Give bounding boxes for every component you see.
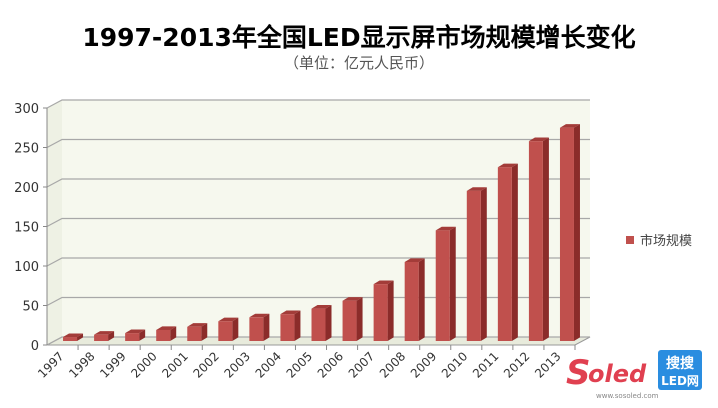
bar-side xyxy=(542,137,549,341)
x-tick-label: 2006 xyxy=(315,349,346,380)
gridline xyxy=(46,217,590,228)
bar-side xyxy=(77,333,84,341)
bar-side xyxy=(232,317,239,341)
bar xyxy=(435,230,450,341)
y-tick-label: 300 xyxy=(14,102,39,117)
bar-top xyxy=(249,313,270,318)
bar-side xyxy=(325,305,332,341)
x-tick-label: 1997 xyxy=(35,349,66,380)
bar-top xyxy=(559,124,580,128)
bar-top xyxy=(94,331,115,335)
bar-top xyxy=(187,323,208,327)
y-tick-label: 150 xyxy=(14,221,39,236)
bar xyxy=(249,317,264,341)
bar xyxy=(311,308,326,341)
bar-side xyxy=(418,258,425,341)
svg-text:S: S xyxy=(566,353,591,393)
x-tick-label: 2007 xyxy=(346,349,377,380)
bar-top xyxy=(404,258,425,262)
bar xyxy=(156,329,171,341)
bar-side xyxy=(294,310,301,341)
soled-logo: S oled 搜搜 LED网 www.sosoled.com xyxy=(566,346,716,404)
x-tick-label: 2011 xyxy=(470,349,501,380)
bar xyxy=(404,262,419,341)
bar-top xyxy=(280,310,301,315)
x-tick-label: 2003 xyxy=(222,349,253,380)
svg-text:oled: oled xyxy=(588,360,647,388)
svg-text:www.sosoled.com: www.sosoled.com xyxy=(596,392,659,400)
bar-top xyxy=(466,187,487,191)
legend-swatch xyxy=(626,235,634,244)
y-tick-label: 200 xyxy=(14,181,39,196)
bar xyxy=(218,321,233,341)
x-tick-label: 2004 xyxy=(253,349,284,380)
bar-side xyxy=(356,297,363,341)
bar xyxy=(94,334,109,341)
bar-side xyxy=(139,329,146,341)
y-tick-label: 100 xyxy=(14,260,39,275)
x-tick-label: 1998 xyxy=(66,349,97,380)
bar xyxy=(466,190,481,341)
x-tick-label: 2000 xyxy=(128,349,159,380)
x-tick-label: 2013 xyxy=(532,349,563,380)
bar-side xyxy=(201,323,208,341)
bar-side xyxy=(108,331,115,341)
legend-label: 市场规模 xyxy=(640,234,693,249)
bar-top xyxy=(156,326,177,330)
gridline xyxy=(46,257,590,267)
bar-top xyxy=(218,317,239,322)
chart-title: 1997-2013年全国LED显示屏市场规模增长变化 xyxy=(82,23,636,52)
bar xyxy=(497,167,512,341)
x-tick-label: 2010 xyxy=(439,349,470,380)
y-tick-label: 250 xyxy=(14,142,39,157)
bar xyxy=(187,326,202,341)
bar-side xyxy=(449,226,456,341)
bar-top xyxy=(497,163,518,168)
chart-subtitle: （单位：亿元人民币） xyxy=(283,54,434,72)
gridline xyxy=(46,99,590,109)
x-tick-label: 2002 xyxy=(190,349,221,380)
bar xyxy=(342,300,357,341)
y-tick-label: 50 xyxy=(22,300,39,315)
x-tick-label: 1999 xyxy=(97,349,128,380)
bar-top xyxy=(373,280,394,285)
bar-side xyxy=(170,326,177,341)
y-tick-label: 0 xyxy=(31,339,39,354)
x-tick-label: 2012 xyxy=(501,349,532,380)
legend: 市场规模 xyxy=(626,230,692,249)
bar-side xyxy=(511,163,518,341)
bar-side xyxy=(480,187,487,341)
bar-side xyxy=(387,280,394,341)
bar xyxy=(559,127,574,341)
bar-top xyxy=(311,305,332,309)
bar-top xyxy=(342,297,363,301)
gridline xyxy=(46,138,590,149)
x-tick-label: 2001 xyxy=(159,349,190,380)
bar-side xyxy=(573,124,580,341)
gridline xyxy=(46,178,590,188)
bar-side xyxy=(263,313,270,341)
svg-text:搜搜: 搜搜 xyxy=(666,355,695,372)
bar xyxy=(125,333,140,341)
bar-top xyxy=(63,333,84,338)
bar xyxy=(373,284,388,341)
x-tick-label: 2008 xyxy=(377,349,408,380)
x-tick-label: 2009 xyxy=(408,349,439,380)
x-tick-label: 2005 xyxy=(284,349,315,380)
bar-top xyxy=(125,329,146,334)
bar xyxy=(63,337,78,341)
svg-text:LED网: LED网 xyxy=(661,374,699,388)
bar-top xyxy=(435,226,456,231)
bar xyxy=(280,314,295,341)
bar xyxy=(528,141,543,341)
bar-top xyxy=(528,137,549,142)
